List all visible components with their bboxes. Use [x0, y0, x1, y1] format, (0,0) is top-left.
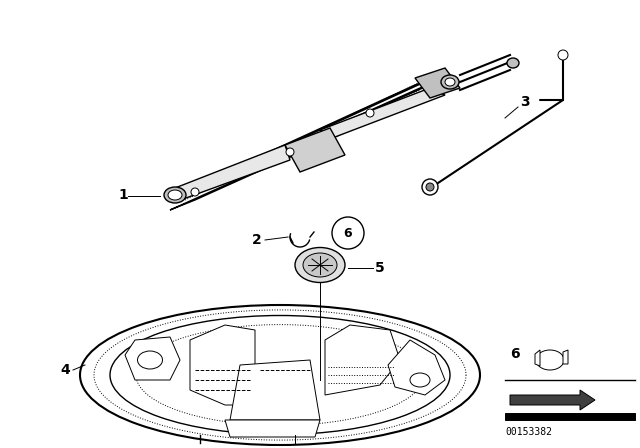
- Polygon shape: [225, 420, 320, 437]
- Text: 00153382: 00153382: [505, 427, 552, 437]
- Ellipse shape: [441, 75, 459, 89]
- Circle shape: [286, 148, 294, 156]
- Polygon shape: [505, 413, 635, 420]
- Text: 6: 6: [344, 227, 352, 240]
- Polygon shape: [535, 350, 540, 366]
- Polygon shape: [175, 145, 290, 202]
- Polygon shape: [175, 75, 440, 195]
- Ellipse shape: [295, 247, 345, 283]
- Polygon shape: [320, 88, 445, 137]
- Polygon shape: [510, 390, 595, 410]
- Polygon shape: [230, 360, 320, 420]
- Ellipse shape: [507, 58, 519, 68]
- Polygon shape: [325, 325, 400, 395]
- Ellipse shape: [164, 187, 186, 203]
- Polygon shape: [125, 337, 180, 380]
- Polygon shape: [285, 128, 345, 172]
- Ellipse shape: [80, 305, 480, 445]
- Polygon shape: [415, 68, 460, 98]
- Ellipse shape: [138, 351, 163, 369]
- Polygon shape: [170, 78, 445, 200]
- Text: 1: 1: [118, 188, 128, 202]
- Ellipse shape: [110, 315, 450, 435]
- Circle shape: [332, 217, 364, 249]
- Text: 6: 6: [510, 347, 520, 361]
- Text: 2: 2: [252, 233, 262, 247]
- Polygon shape: [388, 340, 445, 395]
- Polygon shape: [563, 350, 568, 364]
- Ellipse shape: [410, 373, 430, 387]
- Text: 5: 5: [375, 261, 385, 275]
- Polygon shape: [190, 325, 255, 405]
- Text: 4: 4: [60, 363, 70, 377]
- Circle shape: [422, 179, 438, 195]
- Circle shape: [426, 183, 434, 191]
- Circle shape: [366, 109, 374, 117]
- Circle shape: [558, 50, 568, 60]
- Ellipse shape: [168, 190, 182, 200]
- Ellipse shape: [536, 350, 564, 370]
- Circle shape: [191, 188, 199, 196]
- Ellipse shape: [303, 253, 337, 277]
- Polygon shape: [170, 92, 435, 210]
- Ellipse shape: [445, 78, 455, 86]
- Text: 3: 3: [520, 95, 530, 109]
